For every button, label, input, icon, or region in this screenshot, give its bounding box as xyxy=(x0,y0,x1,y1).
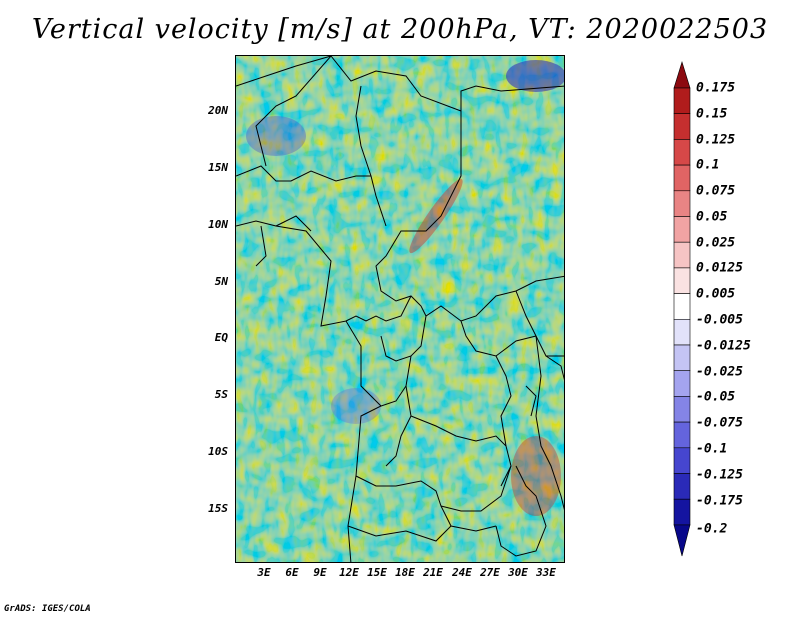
colorbar-label: 0.175 xyxy=(696,80,736,96)
lat-label-15n: 15N xyxy=(208,161,228,174)
colorbar-label: -0.175 xyxy=(696,493,743,509)
colorbar-segment xyxy=(673,370,691,397)
map-plot-area xyxy=(235,55,565,563)
velocity-field xyxy=(236,56,564,562)
lat-label-eq: EQ xyxy=(214,331,228,344)
lon-label-3e: 3E xyxy=(257,566,271,579)
colorbar-label: -0.125 xyxy=(696,467,743,483)
colorbar-label: -0.2 xyxy=(696,521,728,537)
colorbar xyxy=(673,60,691,557)
colorbar-label: 0.0125 xyxy=(696,260,743,276)
lon-label-9e: 9E xyxy=(313,566,327,579)
colorbar-label: -0.005 xyxy=(696,312,743,328)
colorbar-segment xyxy=(673,524,691,557)
lon-label-33e: 33E xyxy=(536,566,556,579)
lat-label-5n: 5N xyxy=(214,275,228,288)
lon-label-6e: 6E xyxy=(285,566,299,579)
lon-label-21e: 21E xyxy=(423,566,443,579)
colorbar-segment xyxy=(673,473,691,500)
colorbar-segment xyxy=(673,139,691,166)
colorbar-label: 0.1 xyxy=(696,157,720,173)
lon-label-15e: 15E xyxy=(367,566,387,579)
colorbar-label: -0.025 xyxy=(696,364,743,380)
colorbar-label: -0.0125 xyxy=(696,338,751,354)
colorbar-segment xyxy=(673,318,691,346)
lon-label-30e: 30E xyxy=(508,566,528,579)
lon-label-24e: 24E xyxy=(452,566,472,579)
colorbar-segment xyxy=(673,60,691,89)
colorbar-segment xyxy=(673,344,691,372)
colorbar-segment xyxy=(673,447,691,474)
colorbar-label: 0.025 xyxy=(696,235,736,251)
colorbar-label: 0.005 xyxy=(696,286,736,302)
lat-label-5s: 5S xyxy=(214,388,228,401)
colorbar-segment xyxy=(673,421,691,449)
colorbar-label: -0.075 xyxy=(696,415,743,431)
colorbar-label: 0.075 xyxy=(696,183,736,199)
lon-label-18e: 18E xyxy=(395,566,415,579)
lat-label-15s: 15S xyxy=(208,502,228,515)
chart-title: Vertical velocity [m/s] at 200hPa, VT: 2… xyxy=(31,14,769,45)
colorbar-segment xyxy=(673,190,691,217)
colorbar-segment xyxy=(673,164,691,192)
colorbar-segment xyxy=(673,241,691,269)
colorbar-label: -0.1 xyxy=(696,441,728,457)
credit-text: GrADS: IGES/COLA xyxy=(4,604,91,614)
colorbar-label: -0.05 xyxy=(696,389,736,405)
colorbar-label: 0.125 xyxy=(696,132,736,148)
colorbar-segment xyxy=(673,113,691,140)
colorbar-label: 0.15 xyxy=(696,106,728,122)
lon-label-12e: 12E xyxy=(339,566,359,579)
lat-label-10s: 10S xyxy=(208,445,228,458)
colorbar-segment xyxy=(673,293,691,320)
colorbar-segment xyxy=(673,87,691,115)
lon-label-27e: 27E xyxy=(480,566,500,579)
lat-label-10n: 10N xyxy=(208,218,228,231)
colorbar-segment xyxy=(673,216,691,243)
country-borders xyxy=(236,56,564,562)
colorbar-segment xyxy=(673,396,691,423)
colorbar-label: 0.05 xyxy=(696,209,728,225)
colorbar-segment xyxy=(673,498,691,526)
colorbar-segment xyxy=(673,267,691,294)
lat-label-20n: 20N xyxy=(208,104,228,117)
